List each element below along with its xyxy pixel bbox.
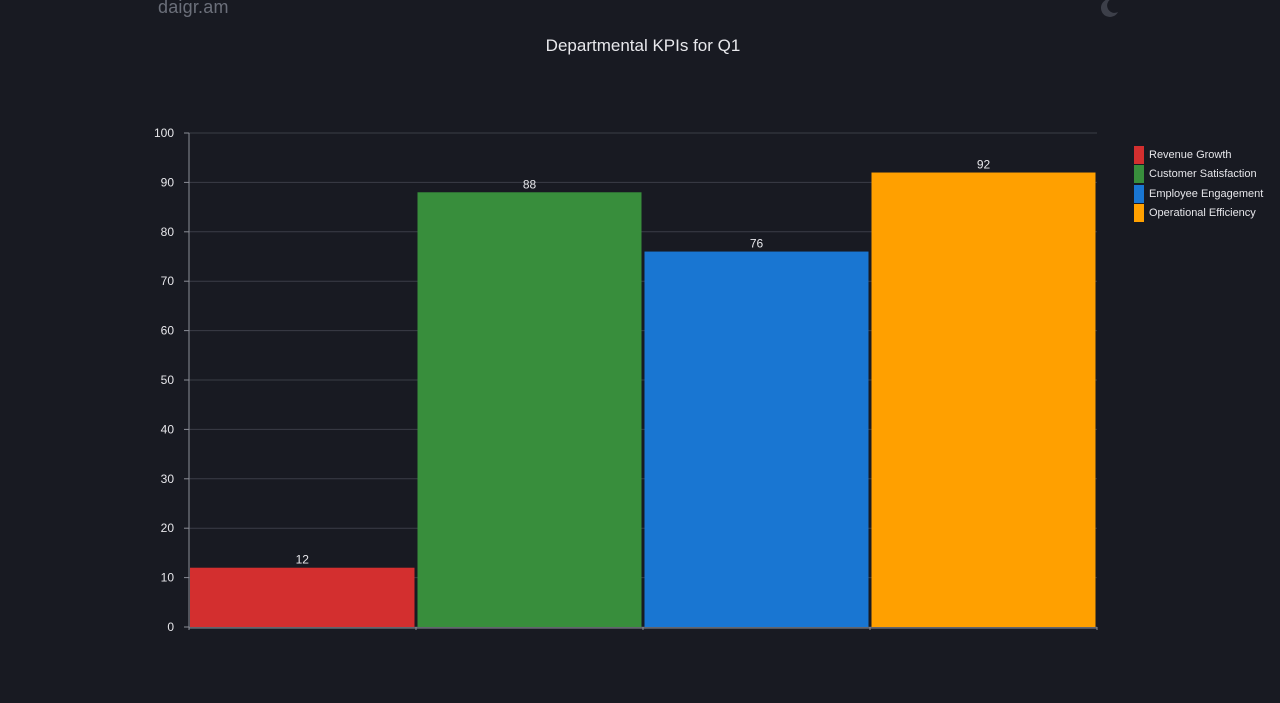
data-label: 12 [296, 553, 310, 567]
y-tick-label: 90 [161, 175, 175, 189]
y-tick-label: 40 [161, 422, 175, 436]
legend-item[interactable]: Operational Efficiency [1134, 204, 1274, 224]
legend-item[interactable]: Employee Engagement [1134, 184, 1274, 204]
data-label: 92 [977, 158, 991, 172]
bar [871, 172, 1096, 627]
chart-legend: Revenue Growth Customer Satisfaction Emplo… [1134, 145, 1274, 223]
y-tick-label: 0 [167, 620, 174, 634]
legend-swatch [1134, 184, 1144, 203]
legend-item[interactable]: Revenue Growth [1134, 145, 1274, 165]
legend-label: Operational Efficiency [1149, 207, 1256, 220]
legend-label: Revenue Growth [1149, 148, 1232, 161]
y-tick-label: 70 [161, 274, 175, 288]
chart-title: Departmental KPIs for Q1 [545, 36, 741, 55]
y-tick-label: 80 [161, 225, 175, 239]
y-tick-label: 30 [161, 472, 175, 486]
bar [644, 251, 869, 627]
data-label: 88 [523, 177, 537, 191]
legend-swatch [1134, 145, 1144, 164]
bar [417, 192, 642, 627]
y-tick-label: 50 [161, 373, 175, 387]
legend-swatch [1134, 165, 1144, 184]
moon-icon[interactable] [1098, 0, 1120, 19]
data-label: 76 [750, 237, 764, 251]
logo[interactable]: daigr.am [158, 0, 229, 17]
bar [190, 567, 415, 627]
legend-label: Employee Engagement [1149, 187, 1264, 200]
y-tick-label: 10 [161, 571, 175, 585]
y-tick-label: 100 [154, 126, 174, 140]
legend-item[interactable]: Customer Satisfaction [1134, 165, 1274, 185]
legend-label: Customer Satisfaction [1149, 168, 1257, 181]
legend-swatch [1134, 204, 1144, 223]
y-tick-label: 60 [161, 324, 175, 338]
y-tick-label: 20 [161, 521, 175, 535]
